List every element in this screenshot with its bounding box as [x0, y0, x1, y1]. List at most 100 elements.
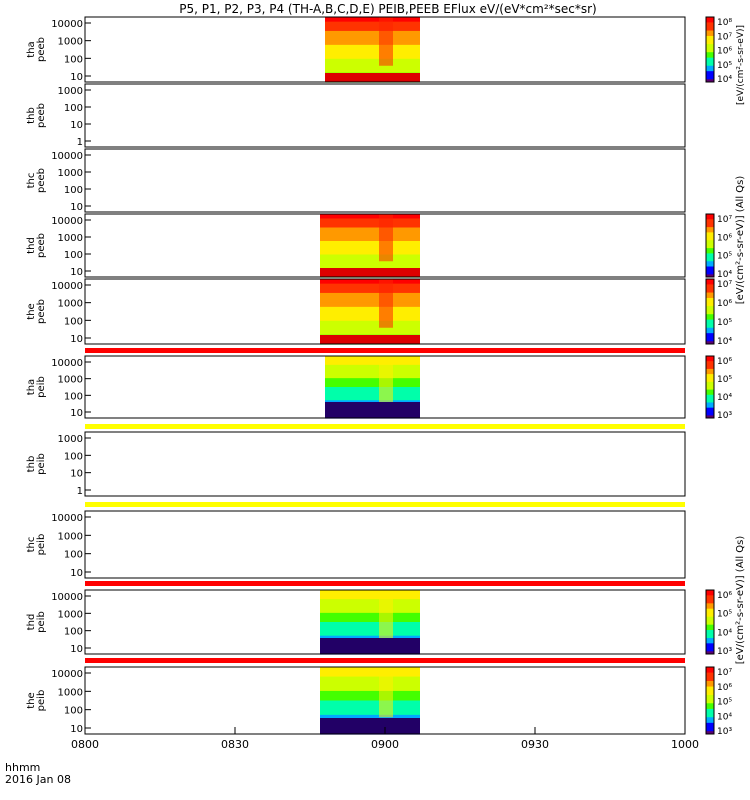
- colorbar-swatch: [706, 643, 714, 647]
- colorbar-tick-label: 10⁵: [717, 318, 732, 328]
- colorbar-tick-label: 10⁴: [717, 270, 732, 280]
- panel-frame: [84, 148, 686, 213]
- x-tick-label: 0800: [71, 738, 99, 751]
- colorbar-swatch: [706, 71, 714, 75]
- y-tick-label: 10000: [51, 151, 83, 162]
- colorbar-swatch: [706, 65, 714, 69]
- colorbar-swatch: [706, 706, 714, 710]
- panel-frame: [84, 431, 686, 497]
- colorbar-swatch: [706, 250, 714, 254]
- spectrogram-band: [320, 214, 420, 220]
- y-tick-label: 10000: [51, 216, 83, 227]
- colorbar-swatch: [706, 19, 714, 23]
- spectrogram-band: [320, 705, 420, 711]
- colorbar-swatch: [706, 379, 714, 383]
- colorbar-swatch: [706, 292, 714, 296]
- colorbar-swatch: [706, 376, 714, 380]
- spectrogram-band: [320, 690, 420, 697]
- spectrogram-band: [325, 360, 420, 366]
- spectrogram-band: [325, 63, 420, 69]
- colorbar-swatch: [706, 689, 714, 693]
- colorbar-thd-peeb: 10⁴ 10⁵ 10⁶ 10⁷: [705, 213, 732, 280]
- spectrogram-band: [320, 622, 420, 628]
- colorbar-unit-label-peeb: [eV/(cm²-s-sr-eV)] (All Qs): [735, 176, 746, 305]
- colorbar-tick-label: 10³: [717, 647, 732, 657]
- panel-ylabel-line: thb: [26, 456, 37, 473]
- panel-thd-peib: 10 100 1000 10000 thdpeib: [26, 589, 686, 655]
- colorbar-swatch: [706, 49, 714, 53]
- colorbar-swatch: [706, 46, 714, 50]
- colorbar-swatch: [706, 402, 714, 406]
- colorbar-swatch: [706, 672, 714, 676]
- low-energy-band: [325, 73, 420, 82]
- spectrogram-band: [325, 44, 420, 51]
- colorbar-swatch: [706, 415, 714, 419]
- y-tick-label: 10: [70, 568, 83, 579]
- status-strip: [85, 348, 685, 353]
- colorbar-swatch: [706, 73, 714, 78]
- spectrogram-band: [320, 631, 420, 637]
- colorbar-swatch: [706, 678, 714, 682]
- low-energy-band: [320, 718, 420, 734]
- spectrogram-core: [379, 17, 393, 66]
- colorbar-swatch: [706, 271, 714, 275]
- panel-ylabel: thdpeeb: [26, 233, 47, 258]
- panel-ylabel-line: thc: [26, 173, 37, 189]
- colorbar-swatch: [706, 303, 714, 307]
- spectrogram-band: [325, 364, 420, 370]
- panel-thb-peib: 1 10 100 1000 thbpeib: [26, 431, 686, 497]
- x-tick-label: 1000: [671, 738, 699, 751]
- status-strip: [85, 502, 685, 507]
- colorbar-frame: [705, 666, 715, 735]
- spectrogram-band: [320, 626, 420, 632]
- panel-frame: [84, 510, 686, 579]
- colorbar-swatch: [706, 356, 714, 360]
- colorbar-swatch: [706, 363, 714, 367]
- colorbar-swatch: [706, 611, 714, 615]
- spectrogram-band: [325, 21, 420, 27]
- colorbar-swatch: [706, 338, 714, 342]
- spectrogram-band: [320, 263, 420, 269]
- colorbar-group: 10⁴10⁵10⁶10⁷10⁸10⁴10⁵10⁶10⁷10⁴10⁵10⁶10⁷1…: [705, 16, 732, 737]
- y-tick-label: 100: [64, 54, 83, 65]
- panel-thc-peib: 10 100 1000 10000 thcpeib: [26, 510, 686, 579]
- panel-tha-peib: 10 100 1000 10000 thapeib: [26, 355, 686, 419]
- colorbar-swatch: [706, 25, 714, 29]
- colorbar-tick-label: 10⁷: [717, 668, 732, 678]
- y-tick-label: 10: [70, 469, 83, 480]
- panel-ylabel-line: the: [26, 692, 37, 708]
- colorbar-swatch: [706, 632, 714, 636]
- colorbar-swatch: [706, 253, 714, 257]
- y-tick-label: 100: [64, 550, 83, 561]
- status-strip: [85, 658, 685, 663]
- colorbar-swatch: [706, 598, 714, 602]
- colorbar-swatch: [706, 330, 714, 334]
- colorbar-swatch: [706, 22, 714, 26]
- y-tick-label: 10: [70, 202, 83, 213]
- colorbar-tick-label: 10⁵: [717, 61, 732, 71]
- panel-ylabel-line: peib: [36, 376, 47, 398]
- colorbar-unit-label-top: [eV/(cm²-s-sr-eV)]: [736, 25, 746, 105]
- colorbar-swatch: [706, 694, 714, 699]
- colorbar-swatch: [706, 308, 714, 312]
- y-tick-label: 100: [64, 103, 83, 114]
- low-energy-band: [320, 638, 420, 654]
- spectrogram-band: [325, 395, 420, 401]
- colorbar-swatch: [706, 33, 714, 37]
- colorbar-swatch: [706, 397, 714, 401]
- y-tick-label: 100: [64, 391, 83, 402]
- colorbar-swatch: [706, 216, 714, 220]
- colorbar-swatch: [706, 651, 714, 655]
- colorbar-tick-label: 10⁷: [717, 215, 732, 225]
- y-tick-label: 1000: [58, 233, 83, 244]
- panel-the-peib: 10 100 1000 10000 thepeib: [26, 666, 686, 735]
- colorbar-tick-label: 10⁴: [717, 628, 732, 638]
- panel-ylabel-line: thd: [26, 614, 37, 631]
- spectrogram-band: [320, 599, 420, 605]
- colorbar-swatch: [706, 368, 714, 372]
- colorbar-swatch: [706, 722, 714, 727]
- colorbar-swatch: [706, 638, 714, 642]
- colorbar-swatch: [706, 731, 714, 735]
- colorbar-swatch: [706, 720, 714, 724]
